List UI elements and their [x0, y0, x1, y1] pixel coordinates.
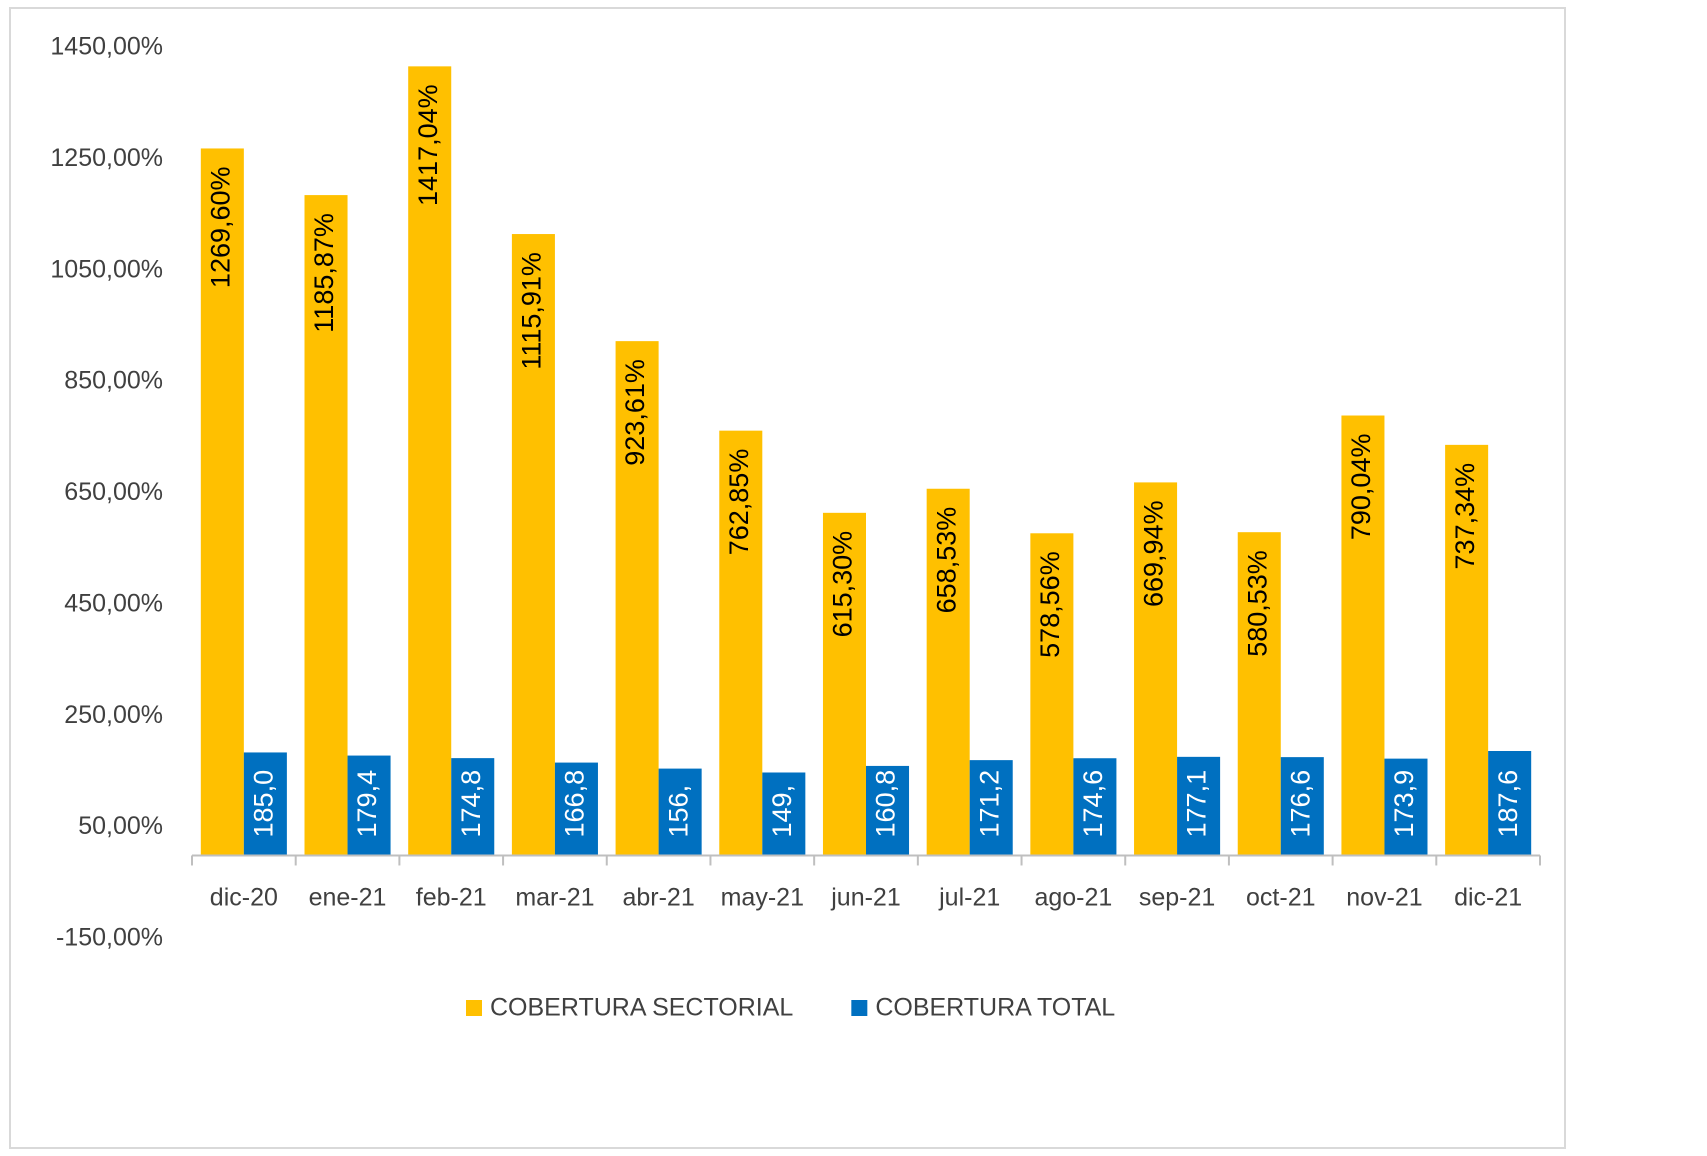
- data-label: 149,: [767, 785, 797, 838]
- data-label: 615,30%: [828, 531, 858, 638]
- x-tick-label: jul-21: [938, 884, 1000, 912]
- x-tick-label: mar-21: [515, 884, 594, 912]
- y-tick-label: 50,00%: [78, 812, 163, 840]
- bar: [1445, 444, 1489, 856]
- bar: [822, 512, 866, 856]
- data-label: 1115,91%: [517, 252, 547, 370]
- data-label: 737,34%: [1450, 463, 1480, 570]
- bar: [511, 234, 555, 856]
- legend-swatch: [851, 1000, 868, 1016]
- bar: [719, 430, 763, 856]
- bar: [1341, 415, 1385, 856]
- legend-label: COBERTURA SECTORIAL: [490, 994, 793, 1022]
- bar: [1177, 756, 1221, 856]
- bar: [926, 488, 970, 856]
- y-tick-label: -150,00%: [56, 924, 163, 952]
- bar: [1384, 758, 1428, 856]
- data-label: 923,61%: [620, 359, 650, 466]
- data-label: 156,: [663, 785, 693, 838]
- y-tick-label: 1050,00%: [50, 255, 163, 283]
- legend-label: COBERTURA TOTAL: [875, 994, 1115, 1022]
- data-label: 658,53%: [931, 507, 961, 614]
- y-tick-label: 650,00%: [64, 478, 163, 506]
- bar: [347, 755, 391, 856]
- data-label: 160,8: [871, 770, 901, 838]
- bar: [866, 765, 910, 856]
- data-label: 580,53%: [1242, 550, 1272, 657]
- data-label: 171,2: [974, 770, 1004, 838]
- bar: [1030, 533, 1074, 856]
- bar: [969, 760, 1013, 856]
- data-label: 179,4: [352, 770, 382, 838]
- data-label: 166,8: [560, 770, 590, 838]
- chart-frame: [9, 7, 1566, 1149]
- bar: [200, 148, 244, 856]
- bar: [762, 772, 806, 856]
- y-tick-label: 450,00%: [64, 589, 163, 617]
- data-label: 174,8: [456, 770, 486, 838]
- bar: [1280, 757, 1324, 856]
- y-tick-label: 250,00%: [64, 701, 163, 729]
- bar: [615, 341, 659, 856]
- y-tick-label: 1450,00%: [50, 33, 163, 61]
- x-tick-label: abr-21: [622, 884, 694, 912]
- data-label: 762,85%: [724, 449, 754, 556]
- x-tick-label: dic-20: [210, 884, 278, 912]
- x-tick-label: ago-21: [1034, 884, 1112, 912]
- data-label: 1185,87%: [309, 213, 339, 333]
- data-label: 177,1: [1182, 770, 1212, 838]
- data-label: 176,6: [1285, 770, 1315, 838]
- bar: [451, 758, 495, 856]
- x-tick-label: nov-21: [1346, 884, 1422, 912]
- bar: [408, 66, 452, 856]
- x-tick-label: oct-21: [1246, 884, 1315, 912]
- bar: [1134, 482, 1178, 856]
- bar: [1488, 750, 1532, 856]
- data-label: 185,0: [248, 770, 278, 838]
- bar: [1073, 758, 1117, 856]
- data-label: 174,6: [1078, 770, 1108, 838]
- legend-swatch: [466, 1000, 482, 1016]
- x-tick-label: dic-21: [1454, 884, 1522, 912]
- data-label: 173,9: [1389, 770, 1419, 838]
- x-tick-label: jun-21: [830, 884, 901, 912]
- data-label: 1269,60%: [205, 166, 235, 288]
- x-tick-label: may-21: [721, 884, 804, 912]
- x-tick-label: ene-21: [309, 884, 387, 912]
- bar: [1237, 532, 1281, 856]
- bar: [304, 195, 348, 856]
- data-label: 1417,04%: [413, 84, 443, 206]
- data-label: 578,56%: [1035, 551, 1065, 658]
- x-tick-label: sep-21: [1139, 884, 1215, 912]
- y-tick-label: 850,00%: [64, 367, 163, 395]
- y-tick-label: 1250,00%: [50, 144, 163, 172]
- data-label: 187,6: [1493, 770, 1523, 838]
- data-label: 669,94%: [1139, 500, 1169, 607]
- data-label: 790,04%: [1346, 434, 1376, 541]
- x-tick-label: feb-21: [416, 884, 487, 912]
- bar: [243, 752, 287, 856]
- bar: [554, 762, 598, 856]
- bar: [658, 768, 702, 856]
